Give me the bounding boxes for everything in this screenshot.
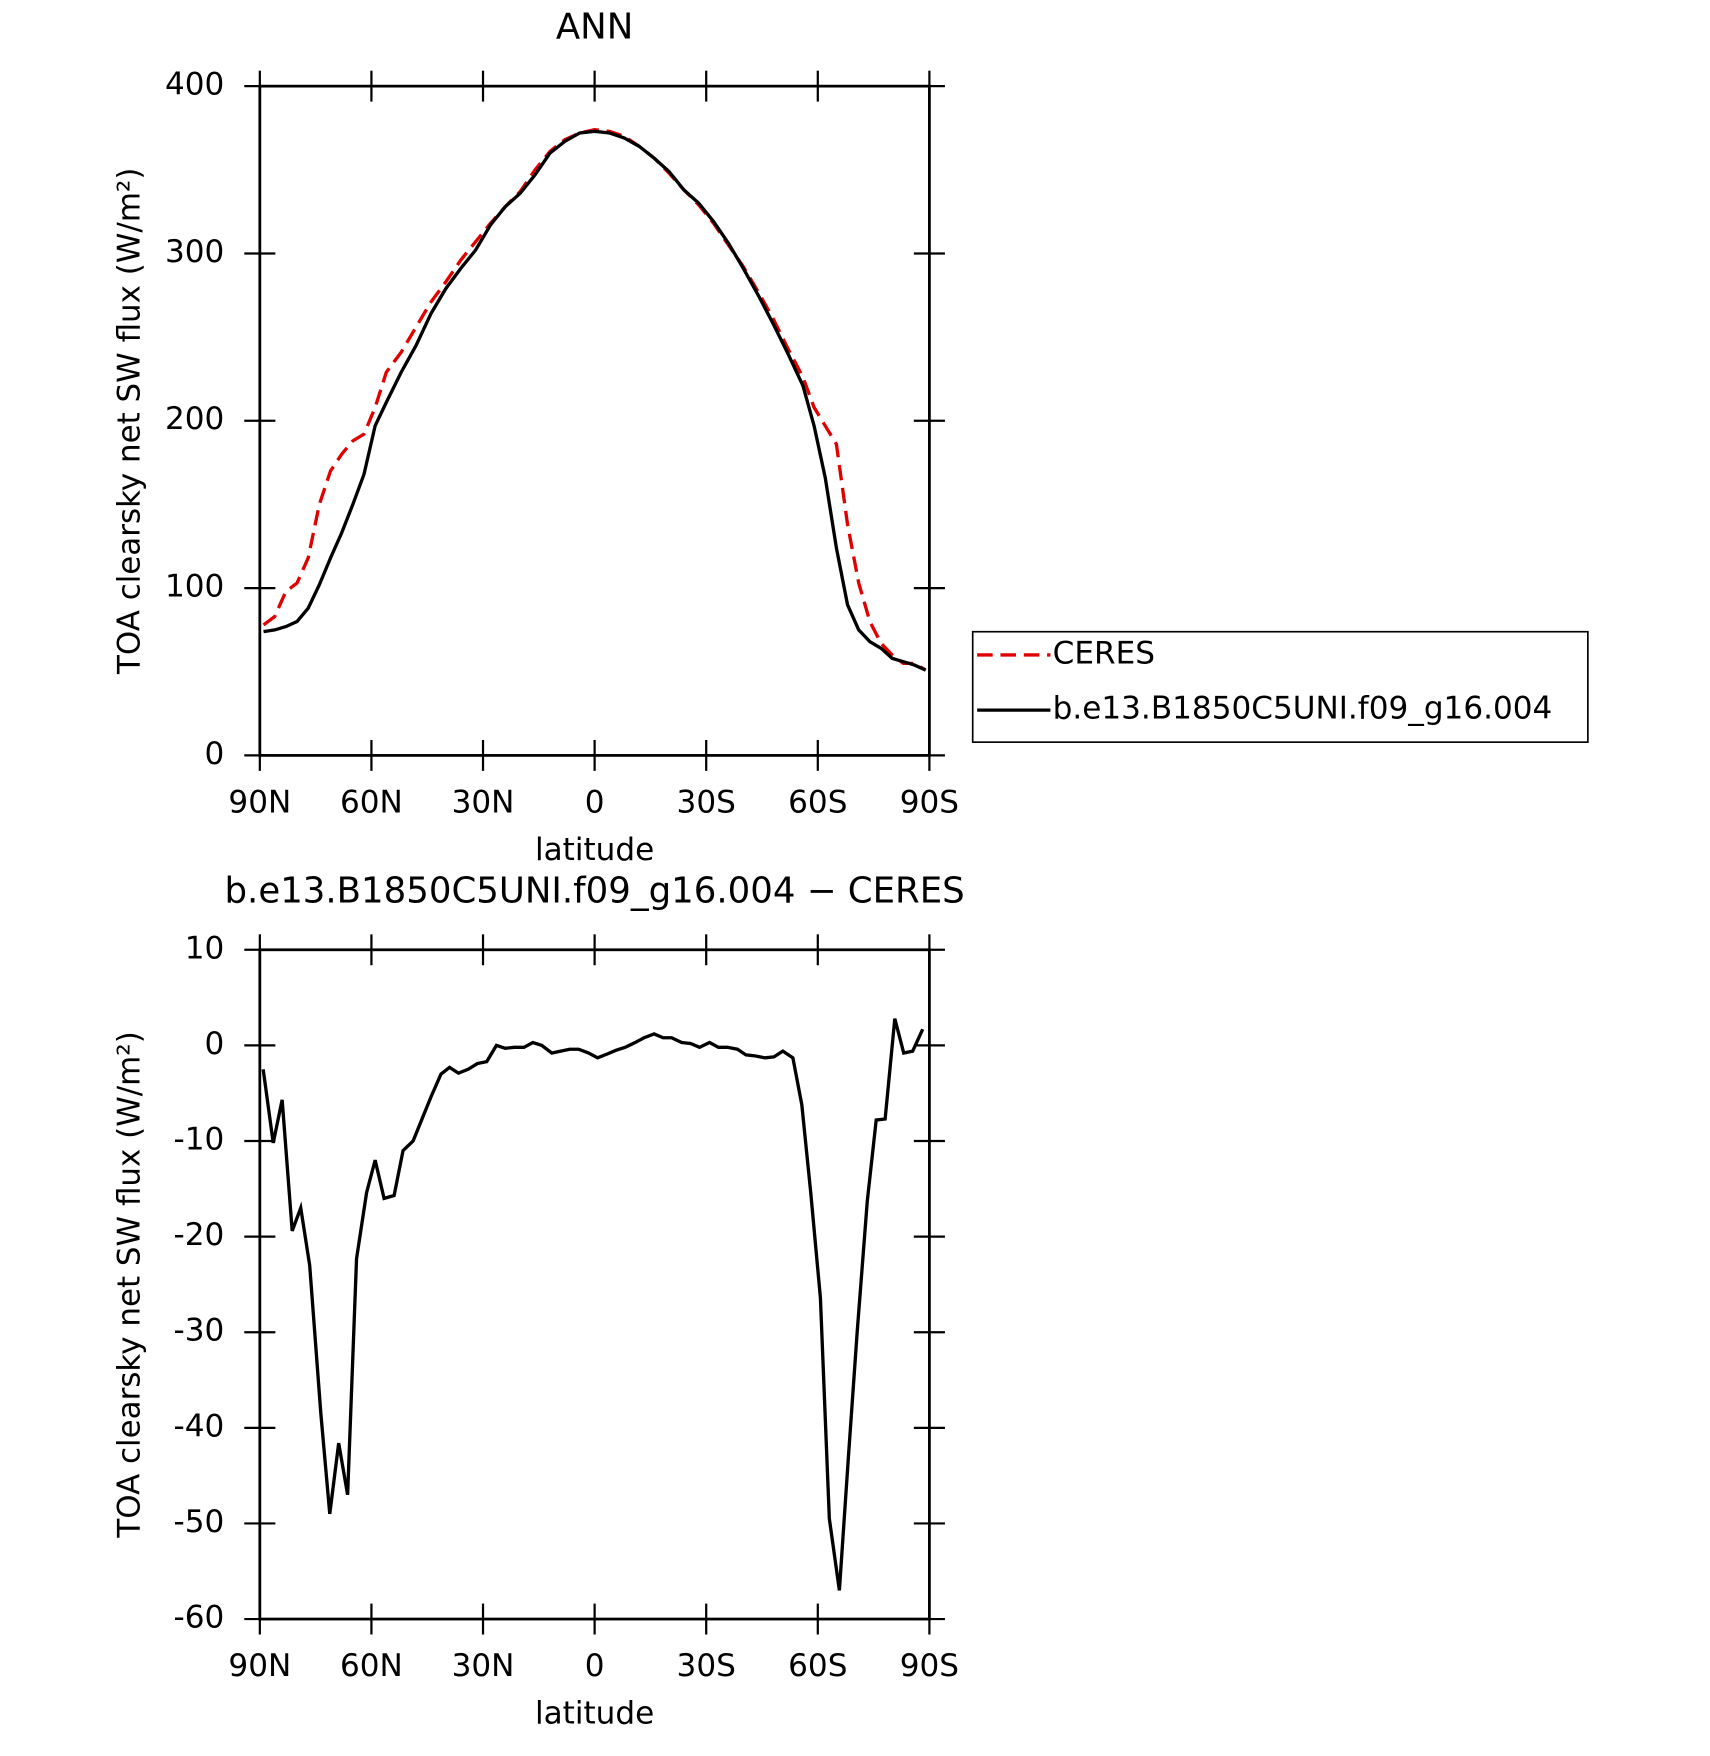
legend-label: CERES <box>1053 635 1155 671</box>
chart-title: b.e13.B1850C5UNI.f09_g16.004 − CERES <box>225 870 965 911</box>
y-tick-label: 400 <box>165 67 224 103</box>
x-tick-label: 30N <box>452 785 515 821</box>
x-tick-label: 0 <box>585 1648 605 1684</box>
y-tick-label: -20 <box>174 1217 225 1253</box>
x-tick-label: 60N <box>340 1648 403 1684</box>
legend-label: b.e13.B1850C5UNI.f09_g16.004 <box>1053 691 1553 727</box>
x-tick-label: 60S <box>788 785 847 821</box>
data-line <box>261 1018 925 1591</box>
y-tick-label: 300 <box>165 234 224 270</box>
x-tick-label: 30N <box>452 1648 515 1684</box>
y-tick-label: -30 <box>174 1313 225 1349</box>
x-tick-label: 90N <box>228 1648 291 1684</box>
x-tick-label: 0 <box>585 785 605 821</box>
x-tick-label: 90N <box>228 785 291 821</box>
plot-frame <box>258 84 931 757</box>
plot-frame <box>258 948 931 1621</box>
y-tick-label: -50 <box>174 1504 225 1540</box>
x-axis-label: latitude <box>535 1696 654 1732</box>
y-axis-label: TOA clearsky net SW flux (W/m²) <box>111 1031 147 1538</box>
x-tick-label: 30S <box>677 785 736 821</box>
y-tick-label: 100 <box>165 569 224 605</box>
y-axis-label: TOA clearsky net SW flux (W/m²) <box>111 168 147 675</box>
x-tick-label: 90S <box>900 1648 959 1684</box>
data-line <box>262 127 927 672</box>
y-tick-label: -60 <box>174 1600 225 1636</box>
x-tick-label: 60N <box>340 785 403 821</box>
data-line <box>263 129 927 672</box>
x-tick-label: 60S <box>788 1648 847 1684</box>
chart-title: ANN <box>556 7 633 48</box>
y-tick-label: 0 <box>205 1026 225 1062</box>
x-axis-label: latitude <box>535 832 654 868</box>
y-tick-label: 200 <box>165 401 224 437</box>
legend-box <box>971 630 1589 743</box>
y-tick-label: -40 <box>174 1408 225 1444</box>
y-tick-label: 0 <box>205 736 225 772</box>
x-tick-label: 90S <box>900 785 959 821</box>
y-tick-label: -10 <box>174 1122 225 1158</box>
x-tick-label: 30S <box>677 1648 736 1684</box>
y-tick-label: 10 <box>185 930 225 966</box>
